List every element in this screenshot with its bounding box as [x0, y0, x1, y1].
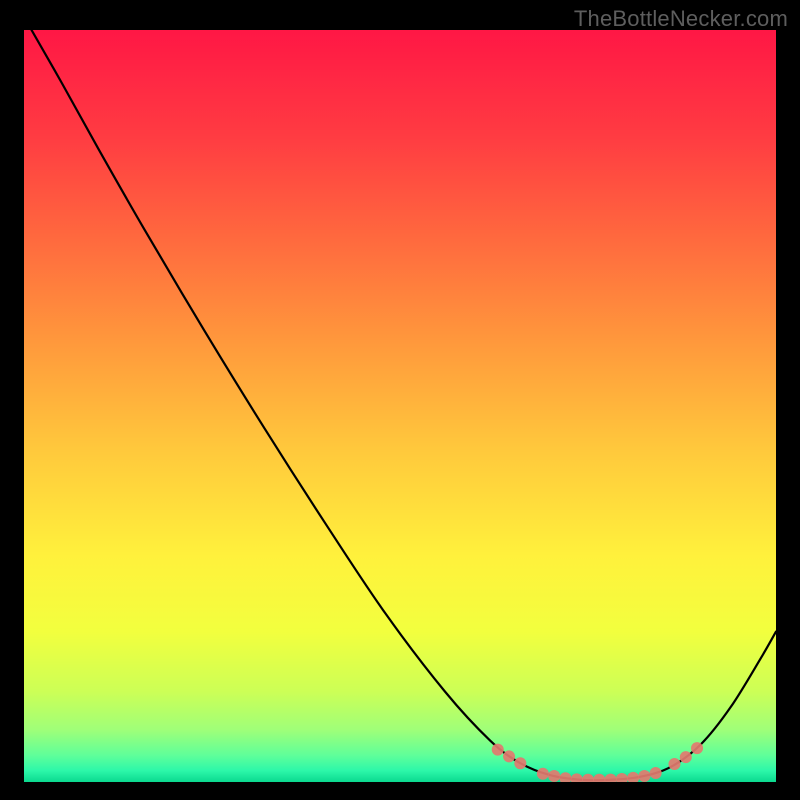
- chart-svg: [24, 30, 776, 782]
- watermark-text: TheBottleNecker.com: [574, 6, 788, 32]
- data-marker: [548, 770, 560, 782]
- data-marker: [537, 768, 549, 780]
- data-marker: [691, 742, 703, 754]
- data-marker: [503, 750, 515, 762]
- data-marker: [668, 758, 680, 770]
- data-marker: [514, 757, 526, 769]
- chart-plot: [24, 30, 776, 782]
- data-marker: [492, 744, 504, 756]
- gradient-background: [24, 30, 776, 782]
- chart-container: TheBottleNecker.com: [0, 0, 800, 800]
- data-marker: [638, 770, 650, 782]
- data-marker: [680, 751, 692, 763]
- data-marker: [650, 767, 662, 779]
